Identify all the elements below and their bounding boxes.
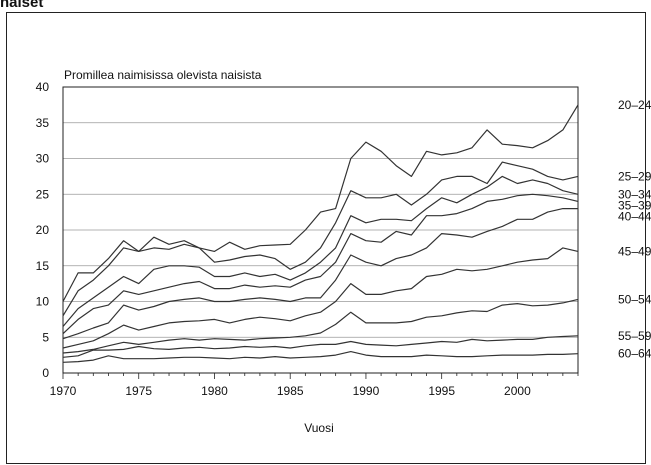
series-line-3: [62, 175, 579, 327]
series-line-9: [62, 351, 579, 363]
x-tick-label: 1975: [125, 384, 152, 398]
series-label-1: 20–24-v.: [618, 98, 651, 112]
series-label-4: 35–39-v.: [618, 198, 651, 212]
series-line-6: [62, 247, 579, 349]
series-line-1: [62, 104, 579, 302]
y-tick-label: 25: [36, 187, 50, 201]
y-tick-label: 5: [42, 330, 49, 344]
x-tick-label: 1990: [353, 384, 380, 398]
x-tick-label: 1995: [428, 384, 455, 398]
series-line-7: [62, 298, 579, 354]
y-tick-label: 10: [36, 295, 50, 309]
series-label-9: 60–64-v.: [618, 347, 651, 361]
chart-title: Promillea naimisissa olevista naisista: [64, 68, 262, 82]
series-line-4: [62, 193, 579, 335]
y-tick-label: 30: [36, 152, 50, 166]
x-axis-title: Vuosi: [304, 421, 334, 435]
series-labels: 20–24-v. 25–29-v. 30–34-v.35–39-v.40–44-v.…: [618, 98, 651, 361]
y-tick-label: 20: [36, 223, 50, 237]
page-header: naiset: [0, 0, 44, 11]
x-tick-label: 1980: [201, 384, 228, 398]
x-tick-label: 1970: [50, 384, 77, 398]
series-label-7: 50–54-v.: [618, 292, 651, 306]
series-line-2: [62, 161, 579, 317]
series-lines: [62, 104, 579, 363]
axes: 0 5 10 15 20 25 30 35 40 1970 1975 1980 1985 1990 1995…: [36, 80, 579, 398]
series-line-5: [62, 208, 578, 340]
series-label-5: 40–44-v.: [618, 209, 651, 223]
y-tick-label: 35: [36, 116, 50, 130]
x-tick-label: 1985: [277, 384, 304, 398]
y-tick-label: 15: [36, 259, 50, 273]
series-label-3: 30–34-v.: [618, 187, 651, 201]
series-label-8: 55–59-v.: [618, 329, 651, 343]
y-tick-label: 0: [42, 366, 49, 380]
chart-frame: [6, 12, 646, 464]
series-label-2: 25–29-v.: [618, 169, 651, 183]
x-tick-label: 2000: [504, 384, 531, 398]
series-label-6: 45–49-v.: [618, 244, 651, 258]
y-tick-label: 40: [36, 80, 50, 94]
series-line-8: [62, 335, 579, 358]
